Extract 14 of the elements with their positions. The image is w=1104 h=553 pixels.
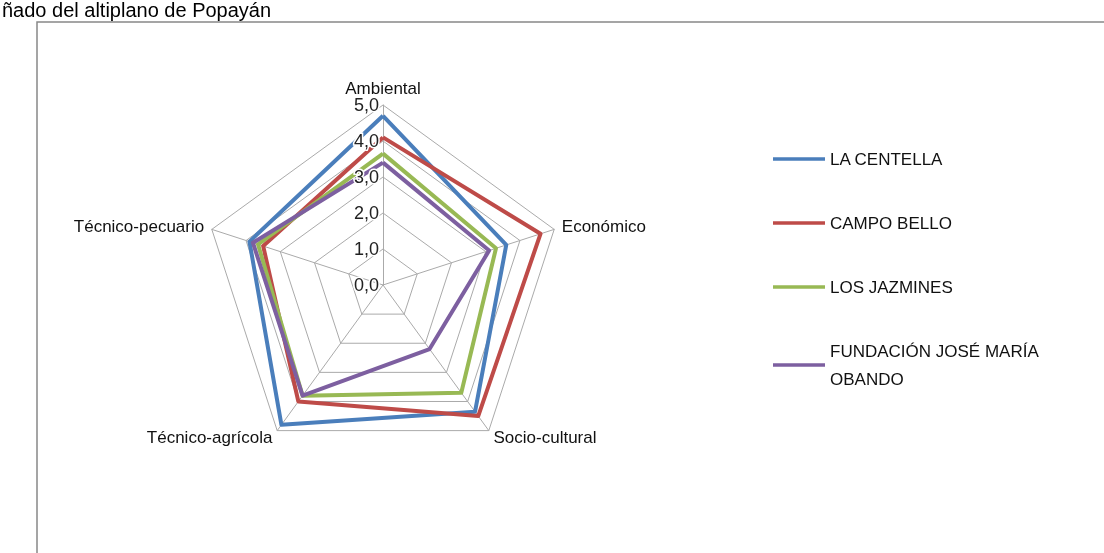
- legend-label: CAMPO BELLO: [830, 213, 952, 233]
- spoke-label: Técnico-agrícola: [146, 427, 274, 447]
- spoke-label: Socio-cultural: [493, 427, 597, 447]
- y-tick-label: 5,0: [353, 95, 379, 115]
- y-tick-label: 0,0: [353, 275, 379, 295]
- y-tick-label: 2,0: [353, 203, 379, 223]
- spoke-label: Ambiental: [345, 79, 421, 98]
- spoke-label: Económico: [561, 217, 646, 237]
- legend-label: LOS JAZMINES: [830, 277, 953, 297]
- y-tick-label: 1,0: [353, 239, 379, 259]
- spoke-label: Técnico-pecuario: [73, 217, 205, 237]
- legend-label: LA CENTELLA: [830, 149, 944, 169]
- legend-label: FUNDACIÓN JOSÉ MARÍA OBANDO: [830, 341, 1043, 389]
- chart-title: ñado del altiplano de Popayán: [2, 0, 272, 21]
